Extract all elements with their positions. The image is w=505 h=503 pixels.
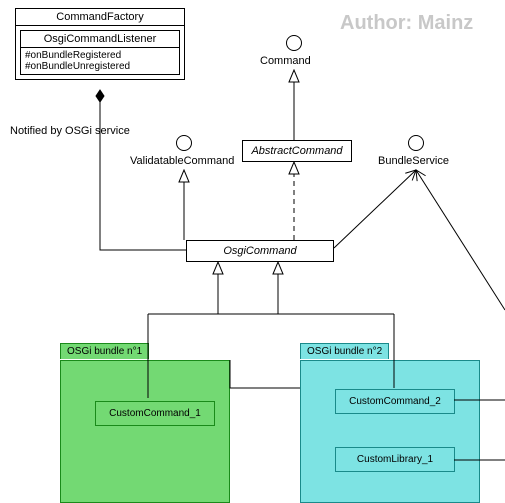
package-tab: OSGi bundle n°2: [300, 343, 389, 359]
interface-label-command: Command: [260, 55, 311, 67]
class-title: CommandFactory: [16, 9, 184, 26]
inner-class-ops: #onBundleRegistered #onBundleUnregistere…: [21, 48, 179, 74]
class-custom-command-2: CustomCommand_2: [335, 389, 455, 414]
class-abstract-command: AbstractCommand: [242, 140, 352, 162]
interface-label-validatable: ValidatableCommand: [130, 155, 234, 167]
author-watermark: Author: Mainz: [340, 12, 473, 35]
op-row: #onBundleRegistered: [25, 50, 175, 61]
inner-class-title: OsgiCommandListener: [21, 31, 179, 48]
interface-lollipop-validatable: [176, 135, 192, 151]
class-custom-library-1: CustomLibrary_1: [335, 447, 455, 472]
op-row: #onBundleUnregistered: [25, 61, 175, 72]
class-osgi-command: OsgiCommand: [186, 240, 334, 262]
inner-class-listener: OsgiCommandListener #onBundleRegistered …: [20, 30, 180, 75]
interface-lollipop-bundleservice: [408, 135, 424, 151]
package-tab: OSGi bundle n°1: [60, 343, 149, 359]
interface-label-bundleservice: BundleService: [378, 155, 449, 167]
note-text: Notified by OSGi service: [10, 125, 130, 137]
interface-lollipop-command: [286, 35, 302, 51]
package-bundle-1: OSGi bundle n°1 CustomCommand_1: [60, 360, 230, 503]
class-command-factory: CommandFactory OsgiCommandListener #onBu…: [15, 8, 185, 80]
package-bundle-2: OSGi bundle n°2 CustomCommand_2 CustomLi…: [300, 360, 480, 503]
class-custom-command-1: CustomCommand_1: [95, 401, 215, 426]
